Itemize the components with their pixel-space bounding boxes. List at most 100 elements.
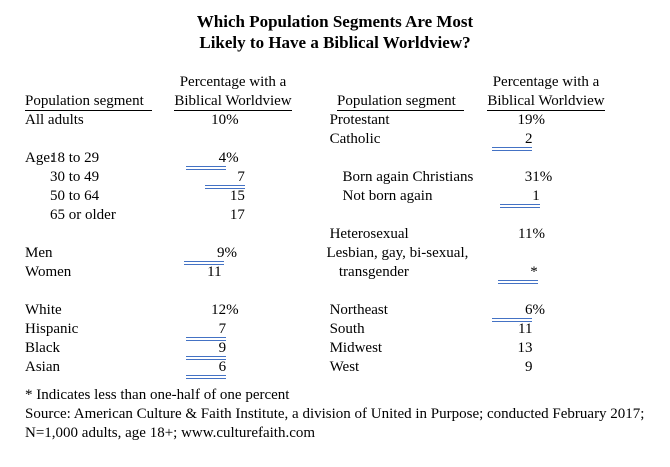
segment-label-text: Catholic — [329, 131, 381, 147]
value-number: 15 — [229, 188, 245, 204]
value-number: 19 — [517, 112, 533, 128]
table-row: Catholic 2 — [25, 130, 670, 151]
table-row: 65 or older 17 — [25, 206, 670, 225]
segment-label: Hispanic — [25, 320, 176, 339]
segment-label-text: Lesbian, gay, bi-sexual, — [326, 245, 469, 261]
segment-label-text: 50 to 64 — [50, 188, 100, 204]
percent-sign: % — [226, 302, 239, 318]
segment-label-text: Black — [25, 340, 60, 356]
page-title-line1: Which Population Segments Are Most — [196, 12, 474, 31]
table-row: Black 9 Midwest 13 — [25, 339, 670, 360]
footnote: * Indicates less than one-half of one pe… — [25, 387, 290, 403]
segment-value: 6 — [176, 358, 330, 379]
table-footer: * Indicates less than one-half of one pe… — [25, 386, 653, 443]
percent-sign: % — [532, 112, 545, 128]
segment-label-text: transgender — [338, 264, 409, 280]
percent-sign: % — [224, 245, 237, 261]
value-with-blue-underline: * — [497, 263, 538, 284]
segment-label: 30 to 49 — [25, 168, 195, 187]
segment-label: Women — [25, 263, 172, 282]
segment-value: 7 — [195, 168, 343, 189]
segment-value: 11% — [466, 225, 670, 244]
spacer-cell — [176, 130, 330, 149]
segment-label-text: Protestant — [329, 112, 390, 128]
segment-label: Protestant — [330, 111, 467, 130]
segment-label: Northeast — [330, 301, 467, 320]
percentage-header-line1: Percentage with a — [179, 74, 287, 90]
segment-label-text: 18 to 29 — [50, 150, 100, 166]
segment-label-text: Asian — [25, 359, 60, 375]
segment-label: 50 to 64 — [25, 187, 195, 206]
value-with-blue-underline: 7 — [204, 168, 245, 189]
value-with-blue-underline: 7 — [186, 320, 227, 341]
segment-value: 19% — [466, 111, 670, 130]
segment-label: Catholic — [330, 130, 467, 149]
source-note: Source: American Culture & Faith Institu… — [25, 406, 645, 441]
segment-label-text: 30 to 49 — [50, 169, 100, 185]
value-with-blue-underline: 6 — [186, 358, 227, 379]
table-row — [25, 282, 670, 301]
table-row: Asian 6 West 9 — [25, 358, 670, 379]
value-number: 31 — [524, 169, 540, 185]
segment-header-label: Population segment — [337, 92, 464, 111]
value-number: 10 — [211, 112, 227, 128]
segment-label-prefix: Age: — [25, 150, 55, 166]
segment-label-text: West — [329, 359, 360, 375]
value-with-blue-underline: 4 — [186, 149, 227, 170]
segment-label: Asian — [25, 358, 176, 377]
worldview-table: Population segment Percentage with a Bib… — [25, 73, 670, 379]
value-number: 17 — [229, 207, 245, 223]
segment-value: 9% — [174, 244, 326, 265]
spacer-cell — [176, 225, 330, 244]
page-title: Which Population Segments Are Most Likel… — [0, 0, 670, 53]
segment-label-text: Heterosexual — [329, 226, 409, 242]
percentage-header-line2: Biblical Worldview — [487, 93, 605, 111]
table-body: All adults 10% Protestant 19% Catholic 2 Age:1… — [25, 111, 670, 379]
segment-value: 6% — [466, 301, 670, 322]
segment-value: 13 — [466, 339, 670, 358]
segment-value: 2 — [466, 130, 670, 151]
segment-value: * — [472, 263, 670, 284]
segment-value: 31% — [474, 168, 670, 187]
segment-label-text: Born again Christians — [342, 169, 474, 185]
table-row: Hispanic 7 South 11 — [25, 320, 670, 341]
segment-label-text: Women — [25, 264, 72, 280]
value-number: 9 — [524, 359, 533, 375]
segment-label-text: All adults — [25, 112, 84, 128]
segment-value: 9 — [176, 339, 330, 360]
segment-label: Midwest — [330, 339, 467, 358]
value-with-blue-underline: 6 — [492, 301, 533, 322]
table-row: Women 11 transgender * — [25, 263, 670, 284]
segment-label: South — [330, 320, 467, 339]
spacer-cell — [343, 206, 474, 225]
table-row: Men 9% Lesbian, gay, bi-sexual, — [25, 244, 670, 265]
spacer-cell — [176, 282, 330, 301]
segment-label: transgender — [321, 263, 472, 282]
segment-header-label: Population segment — [25, 92, 152, 111]
column-header-segment-left: Population segment — [25, 92, 185, 111]
segment-label-text: Hispanic — [25, 321, 79, 337]
segment-label: West — [330, 358, 467, 377]
spacer-cell — [468, 244, 670, 263]
value-with-blue-underline: 1 — [499, 187, 540, 208]
segment-value: 17 — [195, 206, 343, 225]
segment-label-text: 65 or older — [50, 207, 116, 223]
segment-label: All adults — [25, 111, 176, 130]
segment-value: 11 — [172, 263, 321, 282]
spacer-cell — [330, 282, 467, 301]
segment-label-text: White — [25, 302, 62, 318]
value-with-blue-underline: 2 — [492, 130, 533, 151]
percent-sign: % — [532, 302, 545, 318]
segment-value: 9 — [466, 358, 670, 377]
segment-label: Black — [25, 339, 176, 358]
segment-label-text: Midwest — [329, 340, 383, 356]
spacer-cell — [25, 282, 176, 301]
segment-value: 12% — [176, 301, 330, 320]
segment-label: Age:18 to 29 — [25, 149, 176, 168]
value-number: 13 — [517, 340, 533, 356]
segment-label-text: South — [329, 321, 365, 337]
spacer-cell — [466, 149, 670, 168]
table-row: 30 to 49 7 Born again Christians 31% — [25, 168, 670, 189]
segment-value: 10% — [176, 111, 330, 130]
segment-value: 1 — [474, 187, 670, 208]
